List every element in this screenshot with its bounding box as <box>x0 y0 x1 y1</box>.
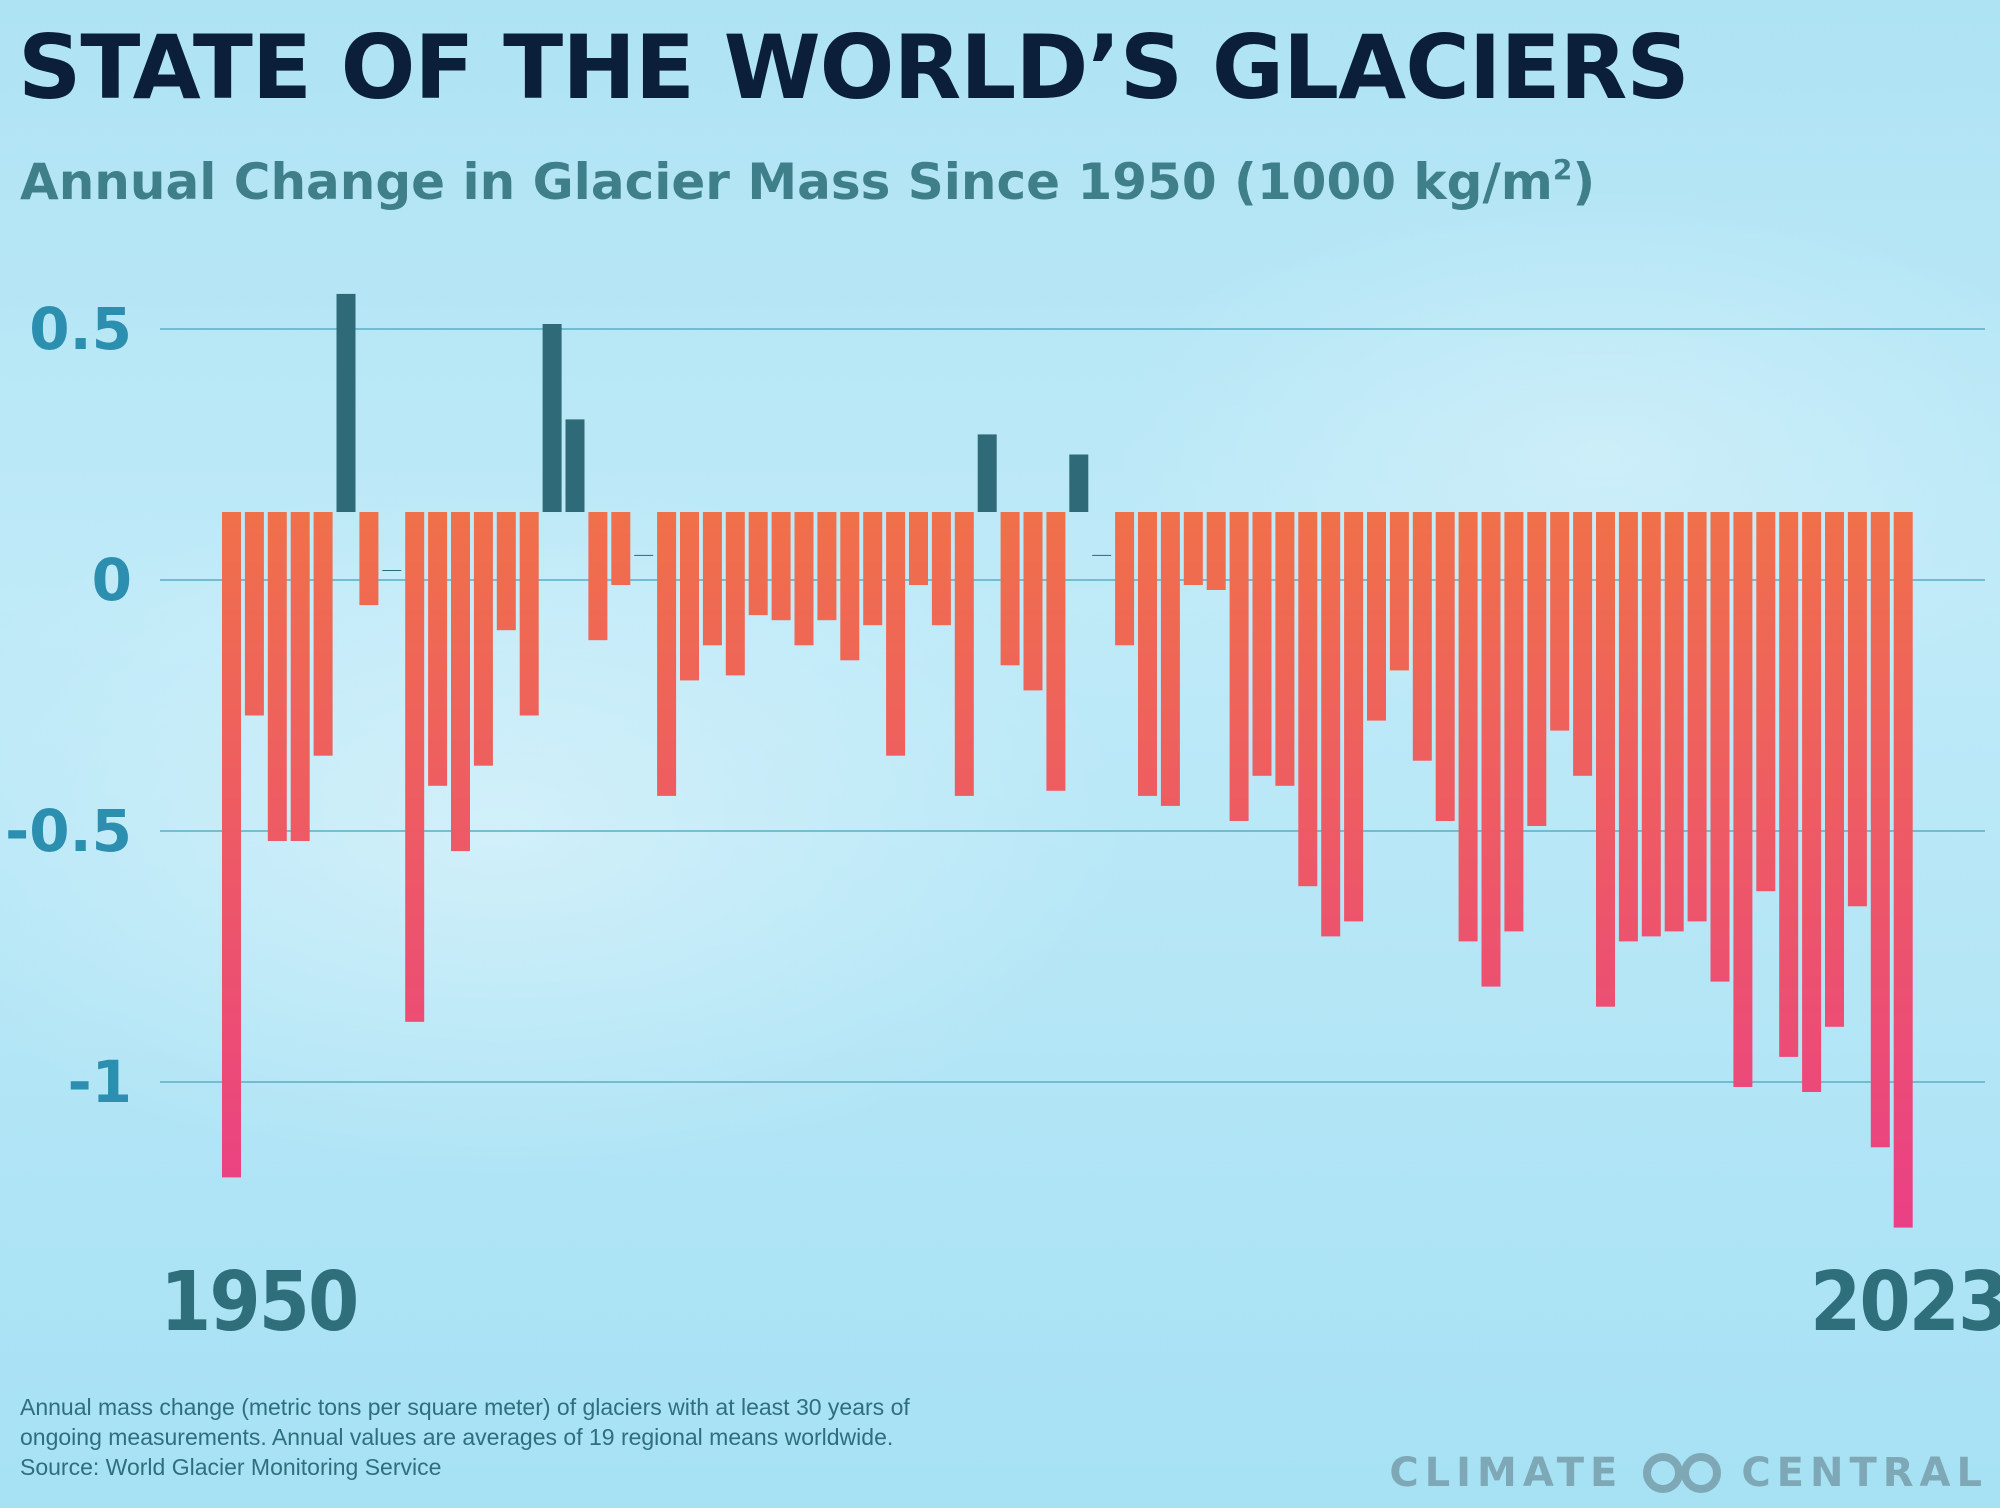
bar-1967 <box>611 512 631 585</box>
bar-1969 <box>657 512 677 796</box>
footnote: Annual mass change (metric tons per squa… <box>20 1392 1200 1482</box>
subtitle-text: Annual Change in Glacier Mass Since 1950… <box>20 153 1553 211</box>
bar-1950 <box>222 512 241 1178</box>
bar-1990 <box>1138 512 1157 796</box>
bar-2002 <box>1412 512 1432 761</box>
bar-2021 <box>1847 512 1867 907</box>
bar-1966 <box>588 512 608 641</box>
bar-1999 <box>1344 512 1364 922</box>
bar-1957 <box>382 570 402 571</box>
bar-1975 <box>794 512 814 646</box>
x-end-year-label: 2023 <box>1810 1255 2000 1350</box>
y-tick-label: -1 <box>68 1048 132 1116</box>
bar-1982 <box>954 512 974 796</box>
bar-1986 <box>1046 512 1066 791</box>
bar-1998 <box>1321 512 1341 937</box>
footnote-line: Annual mass change (metric tons per squa… <box>20 1394 910 1420</box>
brand-left-text: CLIMATE <box>1389 1450 1624 1496</box>
chart-title: STATE OF THE WORLD’S GLACIERS <box>18 16 1690 119</box>
bar-1989 <box>1115 512 1135 646</box>
bar-1955 <box>336 293 356 512</box>
bar-1954 <box>313 512 333 756</box>
footnote-source: Source: World Glacier Monitoring Service <box>20 1454 442 1480</box>
bar-1973 <box>748 512 768 616</box>
subtitle-closing: ) <box>1572 153 1596 211</box>
bar-1983 <box>977 434 997 512</box>
y-tick-label: -0.5 <box>5 797 132 865</box>
bar-2000 <box>1367 512 1386 721</box>
bar-2004 <box>1458 512 1478 942</box>
y-tick-label: 0 <box>92 546 132 614</box>
brand-logo: CLIMATE CENTRAL <box>1389 1450 1988 1496</box>
bar-2020 <box>1825 512 1844 1027</box>
bar-1980 <box>909 512 928 585</box>
bar-1962 <box>496 512 516 631</box>
bar-2016 <box>1733 512 1753 1087</box>
bar-2019 <box>1802 512 1822 1092</box>
bar-1993 <box>1206 512 1226 590</box>
subtitle-superscript: 2 <box>1552 153 1573 186</box>
bar-1964 <box>542 324 562 512</box>
bar-1956 <box>359 512 379 606</box>
bar-2014 <box>1687 512 1707 922</box>
bar-1970 <box>680 512 699 681</box>
chart-subtitle: Annual Change in Glacier Mass Since 1950… <box>20 138 1595 214</box>
bar-2001 <box>1389 512 1409 671</box>
bar-2007 <box>1527 512 1547 826</box>
bar-1963 <box>519 512 539 716</box>
bar-2013 <box>1664 512 1684 932</box>
bar-1974 <box>771 512 791 621</box>
brand-right-text: CENTRAL <box>1741 1450 1988 1496</box>
bar-1958 <box>405 512 425 1022</box>
bar-1952 <box>267 512 287 841</box>
y-tick-label: 0.5 <box>29 295 132 363</box>
bar-2008 <box>1550 512 1570 731</box>
y-tick-labels: 0.5 0 -0.5 -1 <box>5 295 132 1116</box>
bar-1953 <box>290 512 310 841</box>
x-start-year-label: 1950 <box>160 1255 359 1350</box>
bar-2015 <box>1710 512 1730 982</box>
bar-2022 <box>1870 512 1890 1148</box>
bar-1995 <box>1252 512 1272 776</box>
bar-1971 <box>702 512 722 646</box>
bar-1994 <box>1229 512 1249 821</box>
bar-1960 <box>451 512 470 852</box>
bar-2023 <box>1893 512 1913 1228</box>
bar-1984 <box>1000 512 1020 666</box>
bar-2006 <box>1504 512 1524 932</box>
bar-2009 <box>1573 512 1593 776</box>
footnote-line: ongoing measurements. Annual values are … <box>20 1424 894 1450</box>
bar-1961 <box>473 512 493 766</box>
bar-2012 <box>1641 512 1661 937</box>
bar-1972 <box>725 512 745 676</box>
climate-central-logo-icon <box>1643 1453 1722 1493</box>
bars <box>222 293 1913 1228</box>
bar-1997 <box>1298 512 1318 887</box>
bar-1951 <box>244 512 264 716</box>
bar-1981 <box>931 512 951 626</box>
bar-1992 <box>1183 512 1203 585</box>
bar-1968 <box>634 554 654 556</box>
bar-1996 <box>1275 512 1295 786</box>
bar-1988 <box>1092 554 1112 556</box>
bar-1985 <box>1023 512 1043 691</box>
bar-1978 <box>863 512 883 626</box>
bar-1959 <box>428 512 448 786</box>
bar-2010 <box>1596 512 1615 1007</box>
bar-2003 <box>1435 512 1455 821</box>
bar-2017 <box>1756 512 1776 892</box>
bar-2005 <box>1481 512 1501 987</box>
bar-1987 <box>1069 454 1089 512</box>
bar-1991 <box>1160 512 1180 806</box>
bar-2011 <box>1618 512 1638 942</box>
bar-1977 <box>840 512 860 661</box>
bar-1965 <box>565 419 585 512</box>
bar-1976 <box>817 512 837 621</box>
bar-1979 <box>886 512 906 756</box>
bar-2018 <box>1779 512 1799 1057</box>
